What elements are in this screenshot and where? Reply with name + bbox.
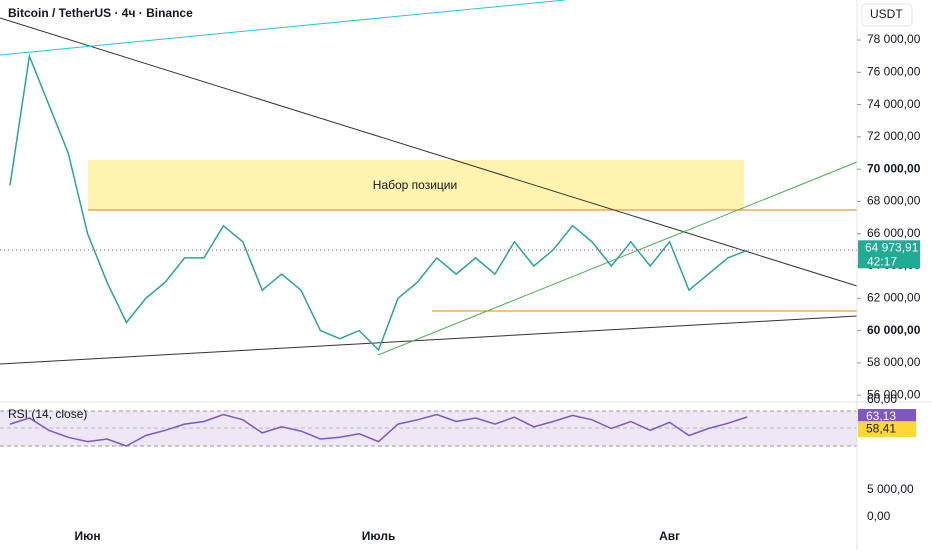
- y-tick-label: 70 000,00: [867, 161, 921, 175]
- y-tick-label: 56 000,00: [867, 387, 921, 401]
- y-tick-label: 68 000,00: [867, 194, 921, 208]
- chart-title: Bitcoin / TetherUS · 4ч · Binance: [8, 6, 193, 20]
- currency[interactable]: USDT: [870, 7, 903, 21]
- y-tick-label: 76 000,00: [867, 64, 921, 78]
- ma-label: 58,41: [866, 421, 896, 435]
- trend-line: [0, 17, 858, 287]
- y-tick-label: 74 000,00: [867, 97, 921, 111]
- y-tick-label: 72 000,00: [867, 129, 921, 143]
- series-line: [9, 53, 748, 352]
- rsi-title: RSI (14, close): [8, 407, 87, 421]
- axis-label: 5 000,00: [867, 482, 914, 496]
- trend-line: [0, 315, 858, 365]
- axis-label: 60,00: [867, 392, 897, 406]
- y-tick-label: 62 000,00: [867, 290, 921, 304]
- price-tag: [858, 240, 920, 269]
- y-tick-label: 66 000,00: [867, 226, 921, 240]
- zone: [88, 160, 744, 210]
- timer: 42:17: [867, 254, 897, 268]
- series-line: [9, 413, 748, 447]
- ma-tag: [858, 421, 916, 438]
- price-label: 64 973,91: [865, 240, 919, 254]
- x-tick-label: Авг: [659, 529, 680, 543]
- y-tick-label: 78 000,00: [867, 32, 921, 46]
- x-tick-label: Июн: [75, 529, 101, 543]
- x-tick-label: Июль: [362, 529, 396, 543]
- y-tick-label: 58 000,00: [867, 355, 921, 369]
- y-tick-label: 60 000,00: [867, 323, 921, 337]
- currency-button[interactable]: [861, 3, 913, 27]
- trend-line: [0, 0, 566, 56]
- axis-label: 0,00: [867, 509, 891, 523]
- annotation: Набор позиции: [373, 178, 457, 192]
- rsi-label: 63,13: [866, 409, 896, 423]
- rsi-tag: [858, 409, 916, 426]
